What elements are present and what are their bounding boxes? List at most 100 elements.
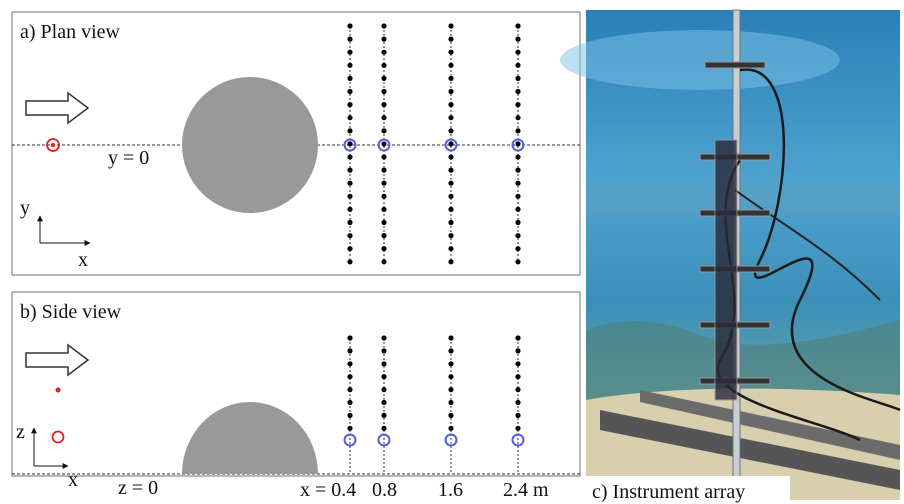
sensor — [381, 374, 386, 379]
sensor — [347, 102, 352, 107]
sensor — [448, 387, 453, 392]
sensor — [347, 259, 352, 264]
sensor — [448, 246, 453, 251]
sensor — [381, 400, 386, 405]
sensor — [515, 50, 520, 55]
sensor — [381, 387, 386, 392]
sensor — [381, 63, 386, 68]
sensor — [347, 181, 352, 186]
sensor — [515, 413, 520, 418]
x-position: x = 0.4 — [300, 479, 356, 501]
sensor — [347, 207, 352, 212]
sensor — [515, 154, 520, 159]
sensor — [448, 413, 453, 418]
sensor — [381, 413, 386, 418]
sensor — [381, 128, 386, 133]
sensor — [381, 23, 386, 28]
sensor — [515, 233, 520, 238]
sensor — [448, 115, 453, 120]
sensor — [381, 220, 386, 225]
caption: c) Instrument array — [592, 481, 745, 503]
sensor — [515, 168, 520, 173]
sensor — [448, 426, 453, 431]
sensor — [381, 233, 386, 238]
sensor — [347, 374, 352, 379]
sensor — [347, 37, 352, 42]
x-position: 1.6 — [438, 479, 463, 501]
sensor — [448, 128, 453, 133]
sensor — [347, 220, 352, 225]
sensor — [448, 374, 453, 379]
sensor — [347, 141, 352, 146]
panel-a: a) Plan view y = 0 y x — [12, 12, 580, 275]
sensor — [448, 233, 453, 238]
sensor — [381, 37, 386, 42]
sensor — [515, 115, 520, 120]
sensor — [347, 387, 352, 392]
surface-light — [560, 30, 840, 90]
sensor — [448, 76, 453, 81]
sensor — [515, 102, 520, 107]
sensor — [347, 23, 352, 28]
sensor — [448, 400, 453, 405]
sensor — [515, 141, 520, 146]
sensor — [347, 115, 352, 120]
sensor — [515, 76, 520, 81]
sensor — [347, 76, 352, 81]
sensor — [381, 154, 386, 159]
sensor — [515, 259, 520, 264]
sensor — [448, 89, 453, 94]
sensor — [515, 387, 520, 392]
photo: c) Instrument array — [560, 10, 900, 504]
sensor — [381, 259, 386, 264]
sensor — [448, 154, 453, 159]
sensor — [347, 154, 352, 159]
sensor — [515, 426, 520, 431]
sensor — [515, 348, 520, 353]
panel-title: a) Plan view — [20, 21, 121, 43]
sensor — [381, 335, 386, 340]
sensor — [515, 37, 520, 42]
upstream-sensor — [56, 388, 61, 393]
sensor — [448, 181, 453, 186]
sensor — [347, 246, 352, 251]
sensor — [381, 361, 386, 366]
upstream-sensor — [51, 143, 55, 147]
sensor — [347, 168, 352, 173]
sensor — [381, 348, 386, 353]
sensor — [347, 194, 352, 199]
x-position: 2.4 m — [503, 479, 549, 501]
axis-label: x — [78, 249, 88, 271]
sensor — [448, 361, 453, 366]
sensor — [515, 246, 520, 251]
sensor — [448, 37, 453, 42]
sensor — [448, 335, 453, 340]
sensor — [381, 141, 386, 146]
sensor — [381, 246, 386, 251]
obstacle — [182, 77, 318, 213]
sensor — [381, 168, 386, 173]
panel-title: b) Side view — [20, 301, 122, 323]
sensor — [448, 207, 453, 212]
sensor — [381, 181, 386, 186]
sensor — [515, 63, 520, 68]
sensor — [347, 361, 352, 366]
sensor — [515, 374, 520, 379]
sensor — [515, 89, 520, 94]
sensor — [448, 348, 453, 353]
sensor — [381, 194, 386, 199]
sensor — [381, 102, 386, 107]
sensor — [381, 207, 386, 212]
axis-label: y — [20, 197, 30, 219]
panel-b: b) Side view z x z = 0 x = 0.4 0.8 1.6 2… — [12, 292, 580, 501]
sensor — [515, 335, 520, 340]
sensor — [515, 181, 520, 186]
sensor — [381, 115, 386, 120]
sensor — [347, 50, 352, 55]
sensor — [381, 76, 386, 81]
sensor — [347, 400, 352, 405]
sensor — [448, 141, 453, 146]
axis-label: z — [16, 421, 25, 443]
sensor — [347, 233, 352, 238]
sensor — [448, 194, 453, 199]
